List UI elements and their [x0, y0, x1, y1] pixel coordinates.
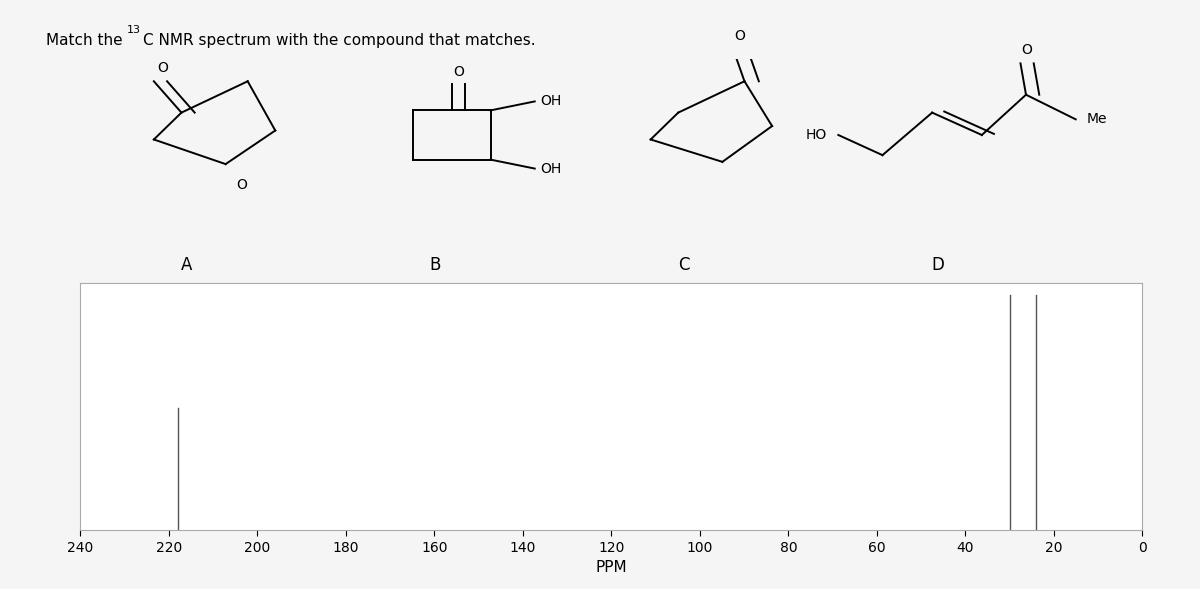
Text: O: O: [1021, 42, 1032, 57]
Text: Match the: Match the: [46, 32, 127, 48]
Text: O: O: [454, 65, 464, 79]
Text: OH: OH: [540, 161, 562, 176]
Text: HO: HO: [806, 128, 827, 142]
Text: O: O: [236, 177, 247, 191]
Text: 13: 13: [127, 25, 142, 35]
Text: C: C: [678, 256, 690, 274]
Text: OH: OH: [540, 94, 562, 108]
X-axis label: PPM: PPM: [595, 560, 628, 575]
Text: Me: Me: [1087, 112, 1108, 126]
Text: O: O: [157, 61, 168, 75]
Text: C NMR spectrum with the compound that matches.: C NMR spectrum with the compound that ma…: [143, 32, 535, 48]
Text: O: O: [734, 29, 745, 43]
Text: B: B: [430, 256, 442, 274]
Text: D: D: [931, 256, 944, 274]
Text: A: A: [181, 256, 193, 274]
